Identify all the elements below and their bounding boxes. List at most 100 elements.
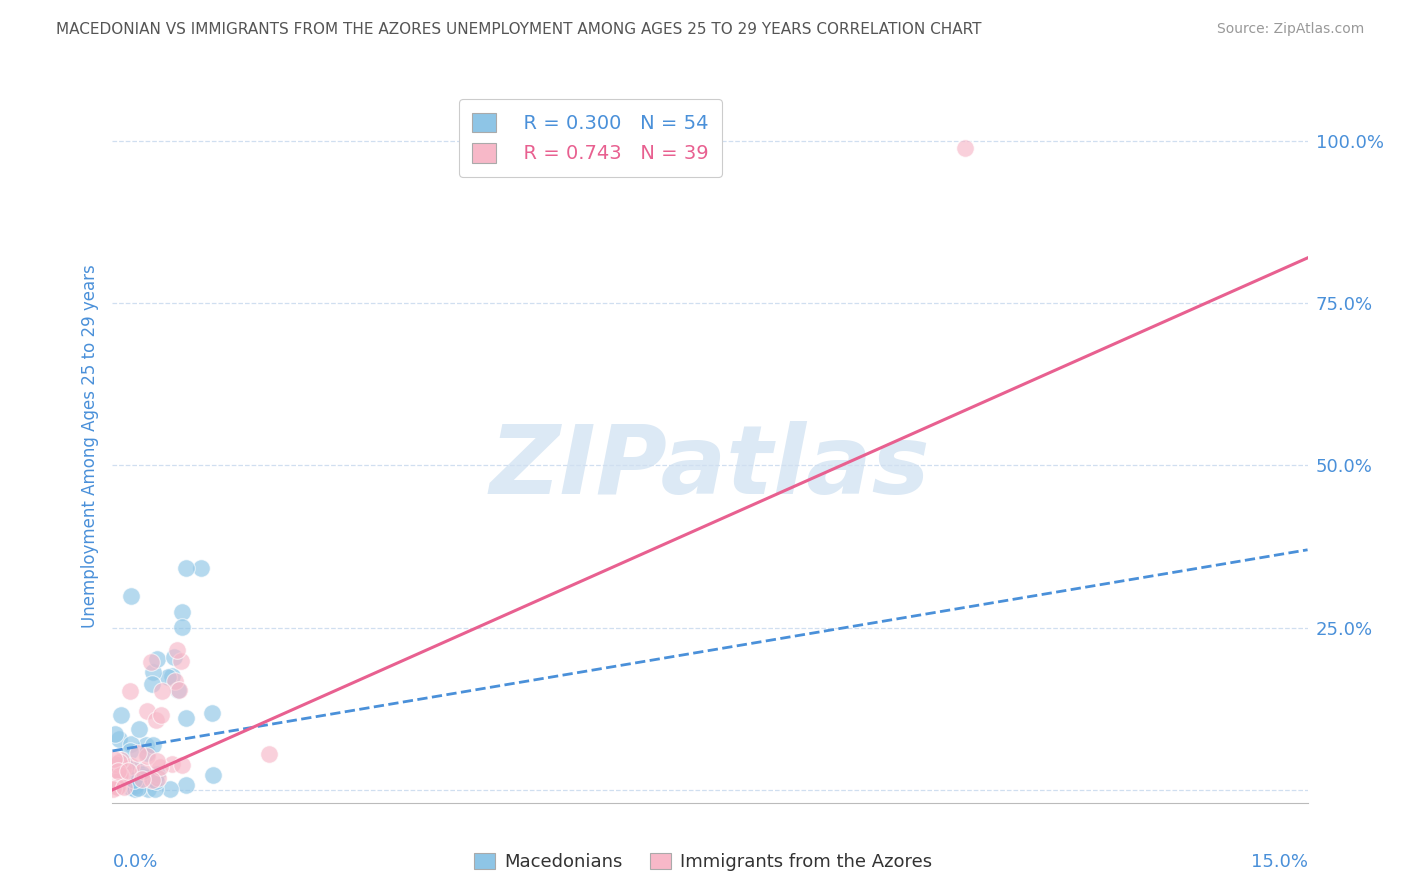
Text: 15.0%: 15.0%	[1250, 853, 1308, 871]
Point	[141, 772, 163, 787]
Point	[201, 706, 224, 720]
Point	[101, 757, 124, 772]
Point	[118, 777, 141, 791]
Point	[107, 732, 129, 747]
Point	[115, 760, 138, 774]
Point	[146, 651, 169, 665]
Point	[124, 779, 146, 793]
Point	[136, 704, 159, 718]
Point	[128, 723, 150, 737]
Point	[141, 655, 163, 669]
Point	[131, 772, 153, 786]
Point	[110, 707, 132, 722]
Point	[117, 764, 139, 779]
Point	[132, 770, 155, 784]
Point	[166, 642, 188, 657]
Point	[120, 738, 142, 752]
Point	[136, 781, 159, 796]
Point	[127, 746, 149, 760]
Point	[112, 761, 135, 775]
Point	[145, 774, 167, 789]
Point	[201, 768, 224, 782]
Point	[104, 727, 127, 741]
Point	[257, 747, 280, 762]
Point	[120, 589, 142, 603]
Point	[160, 756, 183, 771]
Point	[157, 670, 180, 684]
Point	[131, 767, 153, 781]
Point	[135, 749, 157, 764]
Point	[160, 669, 183, 683]
Point	[110, 753, 132, 767]
Legend:   R = 0.300   N = 54,   R = 0.743   N = 39: R = 0.300 N = 54, R = 0.743 N = 39	[458, 99, 723, 177]
Point	[141, 738, 163, 752]
Point	[127, 780, 149, 795]
Text: 0.0%: 0.0%	[112, 853, 157, 871]
Point	[143, 781, 166, 796]
Point	[190, 560, 212, 574]
Point	[169, 682, 191, 697]
Point	[170, 758, 193, 772]
Point	[953, 140, 976, 154]
Point	[174, 778, 197, 792]
Point	[104, 772, 127, 787]
Point	[172, 620, 194, 634]
Point	[110, 756, 132, 771]
Y-axis label: Unemployment Among Ages 25 to 29 years: Unemployment Among Ages 25 to 29 years	[80, 264, 98, 628]
Point	[150, 708, 173, 723]
Point	[118, 780, 141, 795]
Point	[103, 752, 125, 766]
Point	[145, 714, 167, 728]
Point	[105, 775, 128, 789]
Point	[134, 739, 156, 753]
Point	[104, 772, 127, 786]
Point	[105, 773, 128, 788]
Text: Source: ZipAtlas.com: Source: ZipAtlas.com	[1216, 22, 1364, 37]
Point	[103, 779, 125, 793]
Point	[124, 781, 146, 796]
Point	[118, 772, 141, 786]
Point	[169, 654, 191, 668]
Point	[129, 772, 152, 787]
Point	[150, 684, 173, 698]
Point	[141, 677, 163, 691]
Point	[132, 764, 155, 778]
Point	[176, 561, 198, 575]
Point	[104, 756, 127, 771]
Point	[120, 759, 142, 773]
Point	[125, 762, 148, 776]
Point	[120, 744, 142, 758]
Point	[174, 710, 197, 724]
Point	[101, 770, 124, 784]
Point	[107, 764, 129, 778]
Point	[105, 765, 128, 780]
Point	[105, 780, 128, 794]
Point	[111, 768, 134, 782]
Point	[107, 780, 129, 794]
Text: MACEDONIAN VS IMMIGRANTS FROM THE AZORES UNEMPLOYMENT AMONG AGES 25 TO 29 YEARS : MACEDONIAN VS IMMIGRANTS FROM THE AZORES…	[56, 22, 981, 37]
Point	[159, 781, 181, 796]
Point	[142, 665, 165, 679]
Point	[163, 649, 186, 664]
Point	[124, 773, 146, 788]
Point	[107, 772, 129, 786]
Point	[118, 684, 141, 698]
Legend: Macedonians, Immigrants from the Azores: Macedonians, Immigrants from the Azores	[467, 846, 939, 879]
Point	[163, 673, 186, 688]
Point	[103, 781, 125, 796]
Point	[112, 780, 135, 794]
Point	[115, 763, 138, 777]
Point	[149, 759, 172, 773]
Point	[108, 768, 131, 782]
Point	[146, 755, 169, 769]
Point	[112, 759, 135, 773]
Point	[141, 772, 163, 787]
Point	[146, 767, 169, 781]
Point	[108, 755, 131, 769]
Point	[108, 772, 131, 786]
Point	[166, 682, 188, 697]
Point	[110, 769, 132, 783]
Text: ZIPatlas: ZIPatlas	[489, 421, 931, 514]
Point	[135, 747, 157, 761]
Point	[146, 771, 169, 785]
